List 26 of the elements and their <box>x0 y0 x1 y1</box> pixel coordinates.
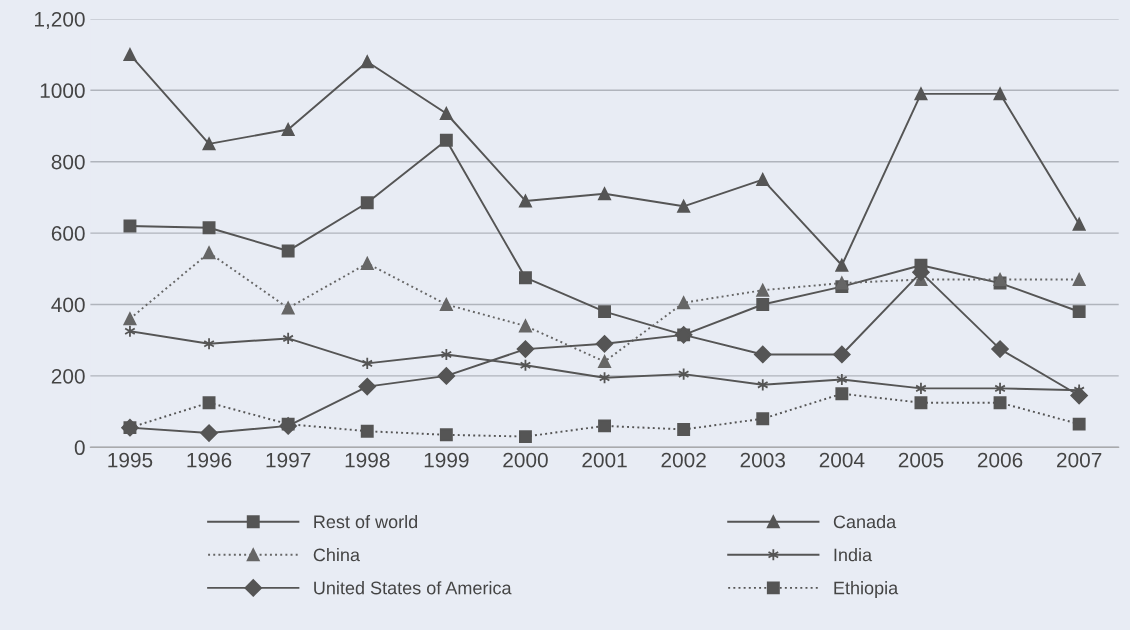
x-tick-label: 2006 <box>977 452 1023 468</box>
x-tick-label: 2004 <box>819 452 865 468</box>
x-tick-label: 2001 <box>582 452 627 468</box>
x-tick-label: 2000 <box>503 452 548 468</box>
legend-label: United States of America <box>314 581 512 595</box>
x-tick-label: 1995 <box>108 452 153 468</box>
x-tick-label: 1997 <box>266 452 311 468</box>
y-tick-label: 1000 <box>40 83 85 99</box>
legend-label: Ethiopia <box>834 581 899 598</box>
x-tick-label: 2002 <box>661 452 706 468</box>
x-tick-label: 1999 <box>424 452 469 468</box>
legend-label: Rest of world <box>314 514 418 529</box>
y-tick-label: 200 <box>51 368 85 384</box>
x-tick-label: 2005 <box>898 452 944 468</box>
x-tick-label: 1998 <box>345 452 390 468</box>
y-tick-label: 1,200 <box>35 11 85 30</box>
x-tick-label: 2003 <box>740 452 786 468</box>
x-tick-label: 2007 <box>1057 452 1102 468</box>
x-tick-label: 1996 <box>187 452 232 468</box>
y-tick-label: 0 <box>74 440 85 456</box>
y-tick-label: 800 <box>51 154 85 170</box>
legend-label: India <box>834 548 873 562</box>
y-tick-label: 400 <box>51 297 85 313</box>
legend-label: China <box>313 548 360 562</box>
y-tick-label: 600 <box>51 226 85 241</box>
legend-label: Canada <box>833 514 897 529</box>
